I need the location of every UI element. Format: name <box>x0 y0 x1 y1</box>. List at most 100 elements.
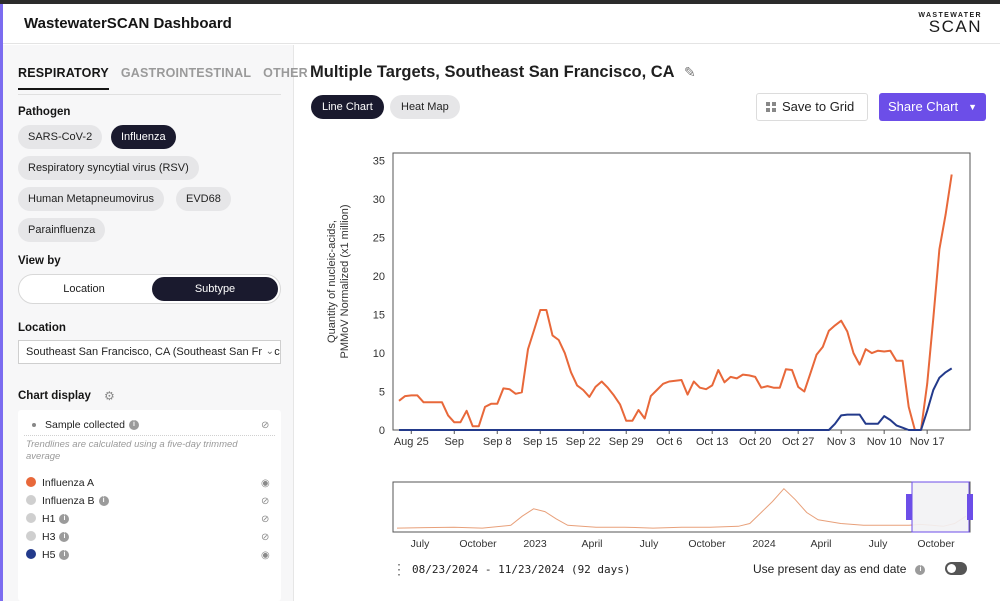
present-day-toggle[interactable] <box>945 562 967 575</box>
legend-divider <box>24 435 275 436</box>
info-icon[interactable]: i <box>915 564 926 575</box>
legend-item-h3[interactable]: H3 i <box>26 531 70 543</box>
x-tick-label: Oct 13 <box>696 436 728 448</box>
navigator-area <box>392 481 971 533</box>
kebab-menu-icon[interactable]: ⋮ <box>392 561 406 577</box>
legend-swatch <box>26 513 36 523</box>
line-chart-button[interactable]: Line Chart <box>311 95 384 119</box>
eye-icon[interactable]: ◉ <box>261 550 270 561</box>
eye-hidden-icon[interactable]: ⊘ <box>261 532 270 543</box>
date-range-text: 08/23/2024 - 11/23/2024 (92 days) <box>412 563 631 576</box>
tab-respiratory[interactable]: RESPIRATORY <box>18 66 109 90</box>
plot-area <box>392 152 971 431</box>
pathogen-chip-parainfluenza[interactable]: Parainfluenza <box>18 218 106 242</box>
x-tick-label: Nov 3 <box>827 436 856 448</box>
present-day-label: Use present day as end date i <box>753 562 926 576</box>
chart-display-legend: Sample collected i ⊘ Trendlines are calcu… <box>18 410 281 601</box>
info-icon[interactable]: i <box>98 496 109 507</box>
legend-swatch <box>26 477 36 487</box>
y-tick-label: 30 <box>373 194 385 206</box>
x-tick-label: Sep 15 <box>523 436 558 448</box>
chart-display-label: Chart display <box>18 390 91 402</box>
view-by-subtype-button[interactable]: Subtype <box>152 277 278 301</box>
legend-label: H3 <box>42 531 56 543</box>
line-chart: 0 5 10 15 20 25 30 35 Aug 25 Sep Sep 8 Sep 15 Sep 22… <box>326 152 973 550</box>
sidebar: RESPIRATORY GASTROINTESTINAL OTHER Patho… <box>3 45 308 601</box>
x-tick-label: Sep 8 <box>483 436 512 448</box>
app-header: WastewaterSCAN Dashboard WASTEWATER SCAN <box>3 4 1000 44</box>
y-tick-label: 5 <box>379 387 385 399</box>
grid-icon <box>766 102 776 112</box>
gear-icon[interactable]: ⚙ <box>104 389 115 403</box>
location-select[interactable]: Southeast San Francisco, CA (Southeast S… <box>18 340 281 364</box>
view-by-label: View by <box>18 255 61 267</box>
x-tick-label: Sep 22 <box>566 436 601 448</box>
navigator-handle-left <box>906 494 912 520</box>
y-tick-label: 20 <box>373 271 385 283</box>
y-axis-label: Quantity of nucleic-acids,PMMoV Normaliz… <box>326 204 351 358</box>
legend-item-h1[interactable]: H1 i <box>26 513 70 525</box>
save-to-grid-button[interactable]: Save to Grid <box>756 93 868 121</box>
y-tick-label: 0 <box>379 425 385 437</box>
wastewaterscan-logo: WASTEWATER SCAN <box>918 12 982 35</box>
y-tick-label: 35 <box>373 156 385 168</box>
info-icon[interactable]: i <box>128 420 139 431</box>
navigator-tick-label: April <box>810 538 831 550</box>
info-icon[interactable]: i <box>59 532 70 543</box>
legend-item-h5[interactable]: H5 i <box>26 549 70 561</box>
tab-gastrointestinal[interactable]: GASTROINTESTINAL <box>120 66 252 80</box>
x-tick-label: Nov 10 <box>867 436 902 448</box>
pathogen-chip-evd68[interactable]: EVD68 <box>176 187 231 211</box>
x-tick-label: Aug 25 <box>394 436 429 448</box>
info-icon[interactable]: i <box>59 514 70 525</box>
legend-label: Influenza B <box>42 495 95 507</box>
share-chart-button[interactable]: Share Chart ▼ <box>879 93 986 121</box>
view-by-toggle: Location Subtype <box>18 274 281 304</box>
eye-hidden-icon[interactable]: ⊘ <box>261 514 270 525</box>
legend-label: Influenza A <box>42 477 94 489</box>
legend-item-influenza-a[interactable]: Influenza A <box>26 477 94 489</box>
navigator-series <box>396 487 967 529</box>
pathogen-chip-hmpv[interactable]: Human Metapneumovirus <box>18 187 164 211</box>
save-to-grid-label: Save to Grid <box>782 99 855 114</box>
x-tick-label: Oct 27 <box>782 436 814 448</box>
location-select-value: Southeast San Francisco, CA (Southeast S… <box>26 346 281 358</box>
heat-map-button[interactable]: Heat Map <box>390 95 460 119</box>
sample-collected-label: Sample collected <box>45 419 125 431</box>
legend-label: H5 <box>42 549 56 561</box>
view-by-location-button[interactable]: Location <box>63 283 105 295</box>
x-tick-label: Oct 20 <box>739 436 771 448</box>
sample-dot-icon <box>32 423 36 428</box>
tab-other[interactable]: OTHER <box>263 66 308 80</box>
navigator-tick-label: 2023 <box>523 538 547 550</box>
navigator-tick-label: July <box>411 538 430 550</box>
logo-bottom-text: SCAN <box>928 17 982 36</box>
chevron-down-icon: ▼ <box>968 102 977 112</box>
page-title: Multiple Targets, Southeast San Francisc… <box>310 63 675 81</box>
y-tick-label: 10 <box>373 348 385 360</box>
share-chart-label: Share Chart <box>888 99 959 114</box>
navigator-tick-label: October <box>688 538 726 550</box>
pathogen-chip-influenza[interactable]: Influenza <box>111 125 176 149</box>
legend-swatch <box>26 531 36 541</box>
pathogen-chip-rsv[interactable]: Respiratory syncytial virus (RSV) <box>18 156 199 180</box>
logo-top-text: WASTEWATER <box>918 12 982 19</box>
navigator-tick-label: April <box>581 538 602 550</box>
info-icon[interactable]: i <box>59 550 70 561</box>
toggle-knob <box>947 564 956 573</box>
navigator-tick-label: July <box>640 538 659 550</box>
x-tick-label: Nov 17 <box>910 436 945 448</box>
pathogen-chip-sars-cov-2[interactable]: SARS-CoV-2 <box>18 125 103 149</box>
pathogen-label: Pathogen <box>18 106 71 118</box>
eye-icon[interactable]: ◉ <box>261 478 270 489</box>
top-border <box>0 0 1000 4</box>
series-line-1 <box>399 367 953 431</box>
navigator-tick-label: October <box>917 538 955 550</box>
pencil-icon[interactable]: ✎ <box>684 64 696 80</box>
eye-hidden-icon[interactable]: ⊘ <box>261 420 270 431</box>
trendline-note: Trendlines are calculated using a five-d… <box>26 439 238 462</box>
eye-hidden-icon[interactable]: ⊘ <box>261 496 270 507</box>
x-tick-label: Sep <box>444 436 464 448</box>
x-tick-label: Sep 29 <box>609 436 644 448</box>
